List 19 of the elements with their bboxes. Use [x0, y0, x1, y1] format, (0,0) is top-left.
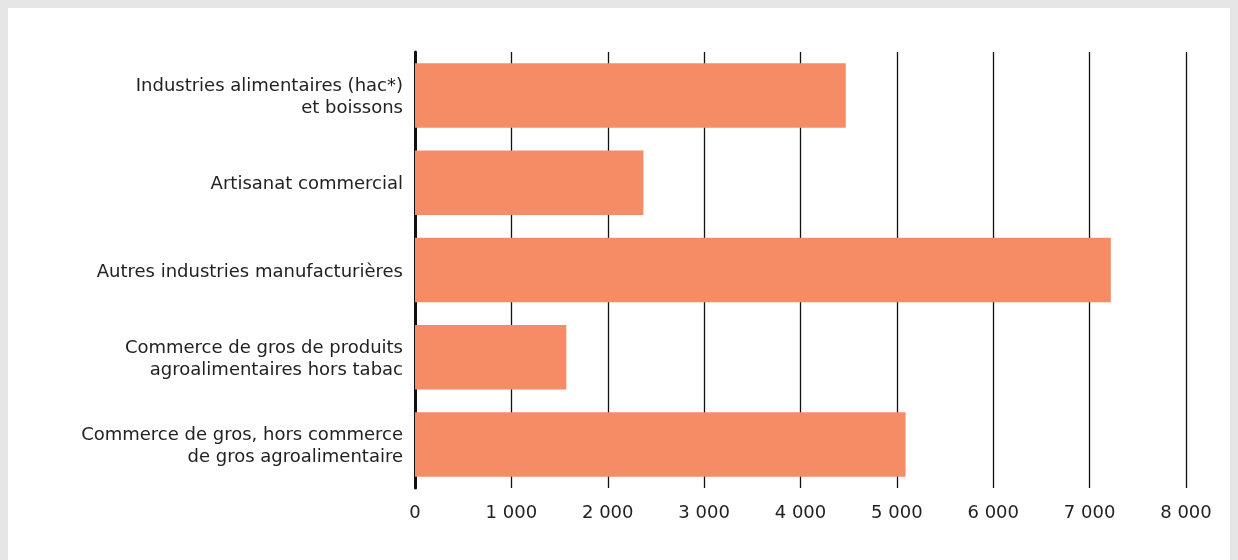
x-tick-label: 8 000 — [1160, 500, 1212, 522]
x-tick-label: 5 000 — [871, 500, 923, 522]
y-tick-label: Artisanat commercial — [210, 172, 403, 194]
y-tick-label: Industries alimentaires (hac*) et boissons — [135, 74, 403, 118]
bar — [415, 412, 906, 477]
y-tick-label: Commerce de gros, hors commerce de gros agroalimentaire — [81, 422, 403, 466]
y-tick-label: Autres industries manufacturières — [96, 259, 403, 281]
y-tick-label: Commerce de gros de produits agroalimentaires hors tabac — [124, 335, 403, 379]
x-tick-label: 1 000 — [485, 500, 538, 522]
x-tick-label: 3 000 — [678, 500, 730, 522]
bar — [415, 324, 567, 390]
x-tick-label: 2 000 — [581, 500, 634, 522]
bar — [415, 63, 846, 128]
x-tick-label: 7 000 — [1063, 500, 1116, 522]
bar — [415, 150, 644, 216]
x-tick-label: 4 000 — [774, 500, 827, 522]
x-tick-label: 0 — [409, 500, 421, 522]
bar — [415, 237, 1111, 303]
x-tick-label: 6 000 — [967, 500, 1020, 522]
